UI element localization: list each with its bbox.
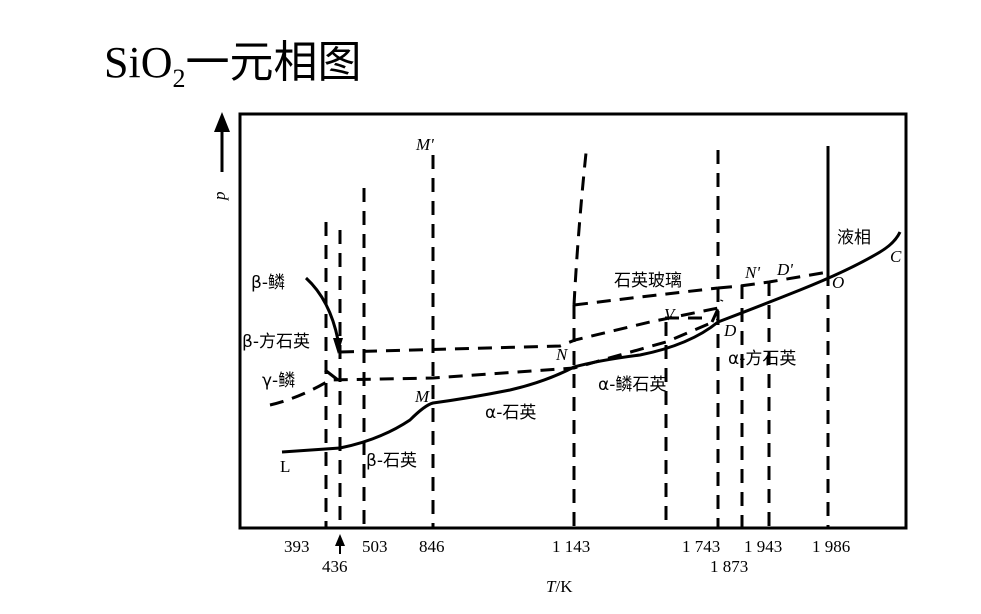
tick-503: 503	[362, 537, 388, 556]
label-alpha-tridymite: α-鳞石英	[598, 375, 666, 395]
main-phase-boundary	[281, 231, 902, 454]
glass-upper-boundary	[573, 286, 719, 307]
tick-1143: 1 143	[552, 537, 590, 556]
beta-tridymite-arrowhead	[333, 338, 343, 354]
label-gamma-tridymite: γ-鳞	[262, 371, 295, 391]
nd-curve	[717, 270, 829, 290]
label-beta-cristobalite: β-方石英	[242, 332, 310, 352]
point-D-prime: D'	[776, 260, 793, 279]
x-axis-label-symbol: T	[546, 577, 557, 596]
point-N-prime: N'	[744, 263, 760, 282]
title-subscript: 2	[172, 64, 186, 93]
label-alpha-quartz: α-石英	[485, 403, 536, 423]
beta-tridymite-pointer	[304, 276, 340, 341]
point-D: D	[723, 321, 737, 340]
point-N: N	[555, 345, 569, 364]
tick-1943: 1 943	[744, 537, 782, 556]
title-rest: 一元相图	[185, 38, 362, 87]
point-M: M	[414, 387, 430, 406]
gamma-tridymite-boundary	[269, 318, 719, 407]
point-C: C	[890, 247, 902, 266]
tick-1986: 1 986	[812, 537, 850, 556]
plot-frame	[238, 112, 908, 530]
point-L: L	[280, 457, 290, 476]
tick-436: 436	[322, 557, 348, 576]
label-beta-quartz: β-石英	[366, 451, 417, 471]
beta-cristobalite-boundary	[339, 306, 719, 354]
y-axis-arrow-head	[214, 112, 230, 132]
tick-436-arrowhead	[335, 534, 345, 546]
quartz-glass-curve	[572, 152, 588, 306]
tick-1743: 1 743	[682, 537, 720, 556]
gamma-pointer	[324, 368, 339, 382]
x-axis-label: T/K	[546, 577, 573, 596]
d-arrow-stub	[710, 299, 724, 323]
point-V: V	[664, 305, 677, 324]
tick-1873: 1 873	[710, 557, 748, 576]
point-M-prime: M'	[415, 135, 434, 154]
tick-846: 846	[419, 537, 445, 556]
y-axis-label: p	[210, 192, 229, 202]
x-axis-label-unit: /K	[555, 577, 573, 596]
label-liquid: 液相	[837, 228, 871, 248]
label-beta-tridymite: β-鳞	[251, 273, 285, 293]
page-title: SiO2一元相图	[104, 26, 361, 94]
title-main: SiO	[104, 38, 173, 87]
label-alpha-cristobalite: α-方石英	[728, 349, 796, 369]
tick-393: 393	[284, 537, 310, 556]
label-silica-glass: 石英玻璃	[614, 271, 682, 291]
point-O: O	[832, 273, 844, 292]
